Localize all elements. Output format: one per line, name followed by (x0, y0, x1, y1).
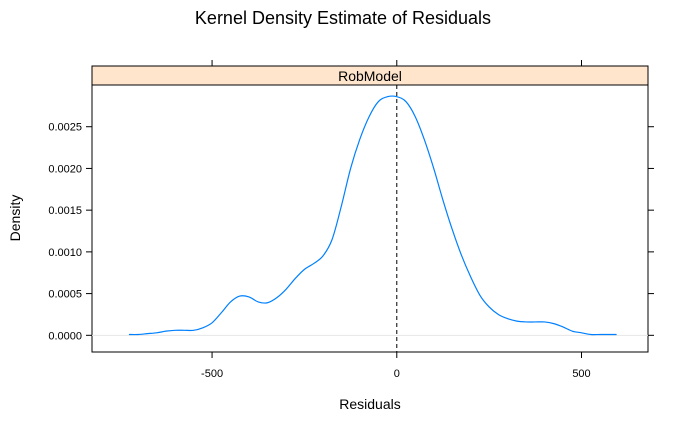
x-tick-label: 500 (572, 368, 590, 380)
y-axis: 0.0000 0.0005 0.0010 0.0015 0.0020 0.0025 (48, 122, 654, 342)
y-axis-label: Density (7, 195, 23, 242)
x-axis: -500 0 500 (201, 60, 591, 380)
y-tick-label: 0.0020 (48, 163, 82, 175)
density-line-0 (128, 95, 617, 336)
y-tick-label: 0.0010 (48, 247, 82, 259)
y-tick-label: 0.0015 (48, 205, 82, 217)
x-tick-label: 0 (394, 368, 400, 380)
y-tick-label: 0.0005 (48, 289, 82, 301)
x-axis-label: Residuals (339, 396, 400, 412)
plot-marks (92, 85, 648, 352)
y-tick-label: 0.0000 (48, 330, 82, 342)
x-tick-label: -500 (201, 368, 223, 380)
chart-title: Kernel Density Estimate of Residuals (195, 8, 491, 28)
panel-strip-label: RobModel (338, 68, 402, 84)
plot-frame (91, 84, 649, 353)
y-tick-label: 0.0025 (48, 122, 82, 134)
